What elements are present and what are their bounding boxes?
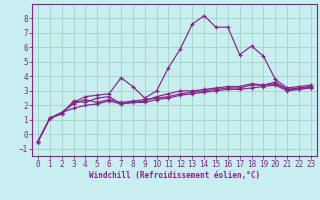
X-axis label: Windchill (Refroidissement éolien,°C): Windchill (Refroidissement éolien,°C): [89, 171, 260, 180]
